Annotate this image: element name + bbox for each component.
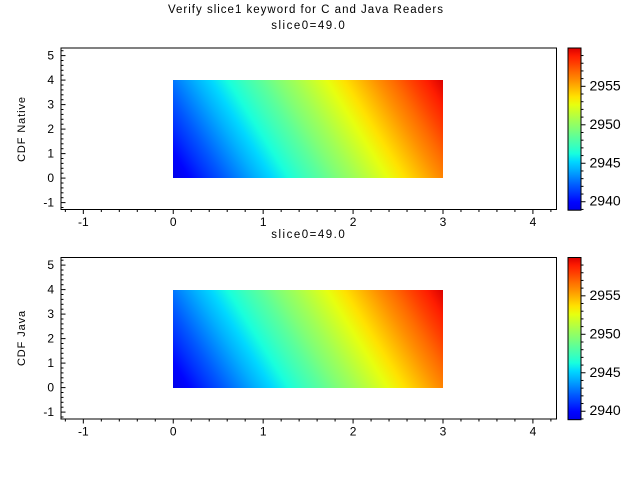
svg-text:0: 0 bbox=[47, 171, 54, 185]
svg-text:4: 4 bbox=[530, 215, 537, 229]
svg-text:5: 5 bbox=[47, 258, 54, 272]
svg-text:2955: 2955 bbox=[590, 77, 621, 93]
svg-text:2: 2 bbox=[47, 122, 54, 136]
svg-text:2940: 2940 bbox=[590, 402, 621, 418]
svg-text:2950: 2950 bbox=[590, 116, 621, 132]
svg-text:4: 4 bbox=[530, 425, 537, 439]
svg-text:3: 3 bbox=[440, 425, 447, 439]
svg-text:2: 2 bbox=[47, 332, 54, 346]
svg-text:2945: 2945 bbox=[590, 154, 621, 170]
svg-text:5: 5 bbox=[47, 49, 54, 63]
svg-text:2940: 2940 bbox=[590, 193, 621, 209]
svg-text:0: 0 bbox=[170, 215, 177, 229]
svg-text:0: 0 bbox=[47, 381, 54, 395]
svg-text:2: 2 bbox=[350, 425, 357, 439]
svg-text:2: 2 bbox=[350, 215, 357, 229]
svg-text:2945: 2945 bbox=[590, 364, 621, 380]
svg-text:1: 1 bbox=[47, 356, 54, 370]
svg-text:-1: -1 bbox=[43, 405, 54, 419]
svg-text:2950: 2950 bbox=[590, 325, 621, 341]
svg-text:1: 1 bbox=[260, 215, 267, 229]
svg-text:1: 1 bbox=[260, 425, 267, 439]
svg-text:3: 3 bbox=[47, 307, 54, 321]
svg-text:3: 3 bbox=[47, 98, 54, 112]
svg-text:-1: -1 bbox=[43, 196, 54, 210]
svg-text:2955: 2955 bbox=[590, 287, 621, 303]
svg-text:-1: -1 bbox=[78, 425, 89, 439]
svg-text:3: 3 bbox=[440, 215, 447, 229]
svg-text:4: 4 bbox=[47, 73, 54, 87]
svg-text:1: 1 bbox=[47, 147, 54, 161]
svg-text:4: 4 bbox=[47, 283, 54, 297]
svg-text:0: 0 bbox=[170, 425, 177, 439]
svg-text:-1: -1 bbox=[78, 215, 89, 229]
